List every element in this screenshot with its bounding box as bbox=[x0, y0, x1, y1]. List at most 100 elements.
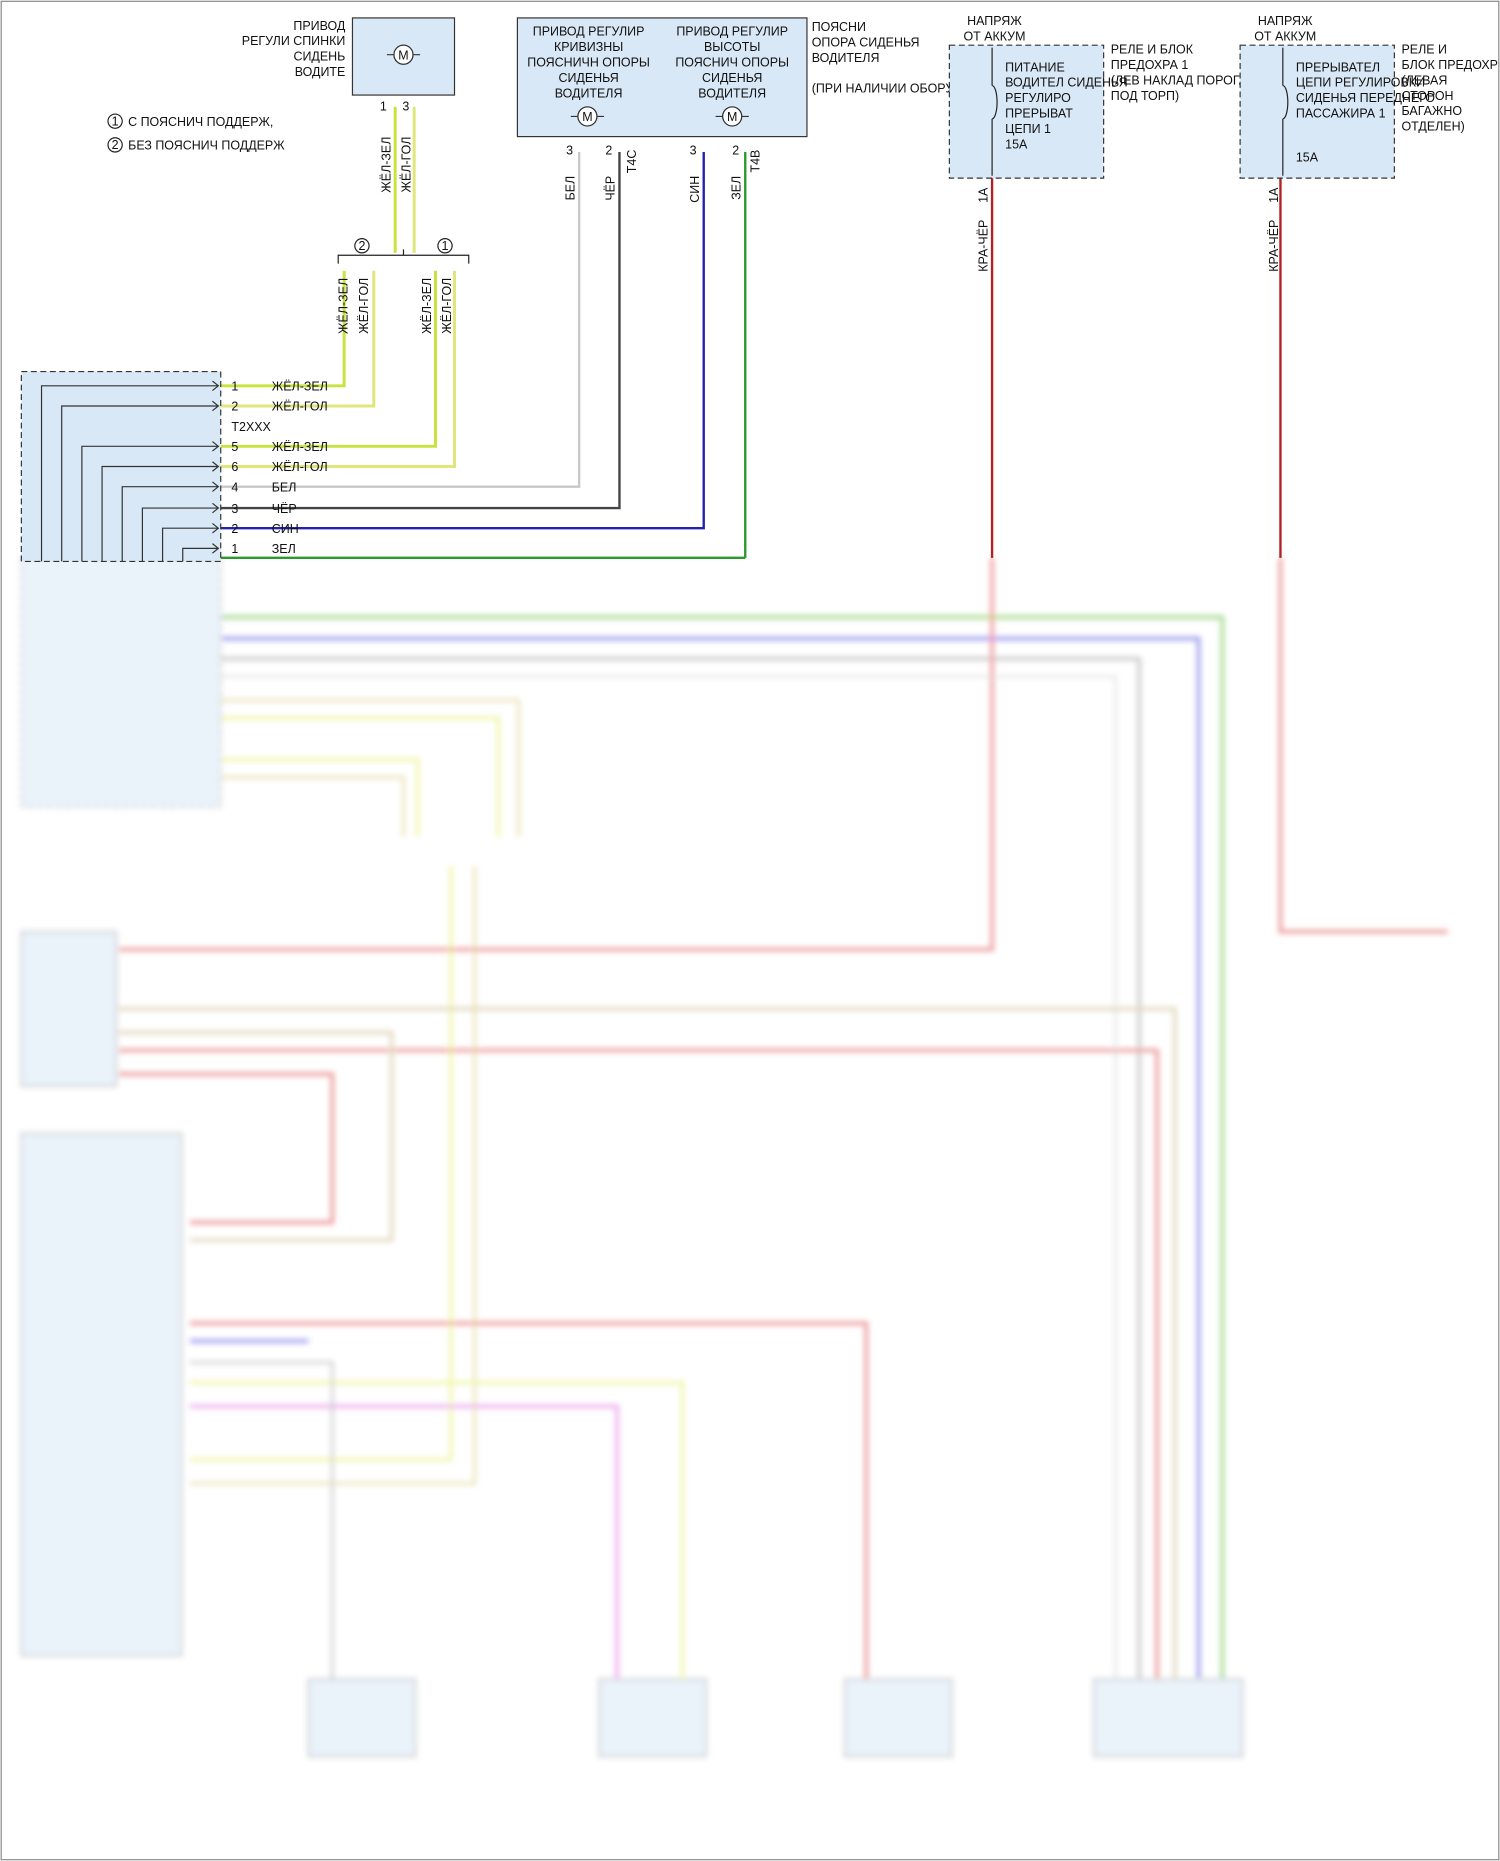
component-note: (ПРИ НАЛИЧИИ ОБОРУД) bbox=[812, 82, 966, 96]
blurred-area bbox=[20, 557, 1448, 1758]
wire-label: ЖЁЛ-ГОЛ bbox=[272, 400, 328, 414]
option-marker bbox=[354, 238, 370, 254]
fuse-label: СИДЕНЬЯ ПЕРЕДНЕГО bbox=[1296, 91, 1435, 105]
wire-label: СИН bbox=[272, 522, 299, 536]
pin-label: 1 bbox=[380, 99, 387, 113]
wire-label: ЖЁЛ-ГОЛ bbox=[400, 137, 414, 193]
motor-icon bbox=[722, 106, 743, 127]
motor-letter: M bbox=[398, 48, 408, 62]
option-marker-num: 2 bbox=[358, 239, 365, 253]
component-note: ПОЯСНИ bbox=[812, 20, 866, 34]
wire-label: СИН bbox=[688, 176, 702, 203]
pin-label: 4 bbox=[231, 480, 238, 494]
source-label: НАПРЯЖ bbox=[1258, 14, 1313, 28]
component-label: РЕГУЛИ СПИНКИ bbox=[242, 34, 346, 48]
wire bbox=[220, 152, 705, 530]
pin-label: 1 bbox=[231, 542, 238, 556]
legend-marker bbox=[107, 137, 123, 153]
wire-label: БЕЛ bbox=[563, 176, 577, 201]
wire-label: ЖЁЛ-ЗЕЛ bbox=[379, 137, 393, 193]
location-label: РЕЛЕ И БЛОК bbox=[1111, 43, 1194, 57]
component-label: ВЫСОТЫ bbox=[704, 40, 760, 54]
fuse-label: ПИТАНИЕ bbox=[1005, 60, 1065, 74]
source-label: ОТ АККУМ bbox=[963, 29, 1025, 43]
motor-letter: M bbox=[727, 110, 737, 124]
wire-label: ЖЁЛ-ГОЛ bbox=[440, 278, 454, 334]
wire bbox=[220, 270, 456, 468]
fuse-box bbox=[1239, 44, 1395, 179]
legend-text: БЕЗ ПОЯСНИЧ ПОДДЕРЖ bbox=[128, 139, 285, 153]
module-line bbox=[161, 522, 220, 562]
wire-label: ЗЕЛ bbox=[272, 542, 296, 556]
wire-label: ЖЁЛ-ГОЛ bbox=[357, 278, 371, 334]
component-label: СИДЕНЬ bbox=[293, 50, 345, 64]
connector-label: T2XXX bbox=[231, 420, 271, 434]
module-line bbox=[141, 502, 220, 562]
location-label: СТОРОН bbox=[1402, 89, 1454, 103]
wire-label: ЖЁЛ-ЗЕЛ bbox=[272, 440, 328, 454]
wire-label: КРА-ЧЁР bbox=[976, 220, 990, 272]
component-label: ПРИВОД РЕГУЛИР bbox=[676, 25, 788, 39]
pin-label: 1А bbox=[1267, 187, 1281, 203]
component-label: ВОДИТЕЛЯ bbox=[698, 86, 766, 100]
component-label: ПОЯСНИЧ ОПОРЫ bbox=[675, 56, 789, 70]
legend-marker bbox=[107, 113, 123, 129]
wire-label: БЕЛ bbox=[272, 480, 297, 494]
component-label: ПОЯСНИЧН ОПОРЫ bbox=[527, 56, 650, 70]
connector-label: T4C bbox=[625, 150, 639, 174]
wire-label: ЧЁР bbox=[272, 502, 297, 516]
pin-label: 3 bbox=[690, 143, 697, 157]
pin-label: 2 bbox=[605, 143, 612, 157]
component-label: ПРИВОД bbox=[293, 19, 346, 33]
fuse-label: ПРЕРЫВАТЕЛ bbox=[1296, 60, 1380, 74]
wire-label: ЖЁЛ-ЗЕЛ bbox=[337, 278, 351, 334]
module-line bbox=[61, 400, 220, 562]
component-label: СИДЕНЬЯ bbox=[558, 71, 618, 85]
location-label: ПРЕДОХРА 1 bbox=[1111, 58, 1189, 72]
component-label: ВОДИТЕ bbox=[295, 65, 346, 79]
wire-label: ЧЁР bbox=[604, 176, 618, 201]
pin-label: 3 bbox=[231, 502, 238, 516]
fuse-symbol bbox=[1282, 47, 1289, 176]
connector-label: T4B bbox=[748, 150, 762, 173]
location-label: (ЛЕВАЯ bbox=[1402, 73, 1448, 87]
pin-label: 6 bbox=[231, 460, 238, 474]
legend-text: С ПОЯСНИЧ ПОДДЕРЖ, bbox=[128, 115, 273, 129]
pin-label: 5 bbox=[231, 440, 238, 454]
splice-bracket bbox=[337, 249, 470, 264]
fuse-box bbox=[948, 44, 1105, 179]
fuse-label: ПАССАЖИРА 1 bbox=[1296, 107, 1386, 121]
legend-marker-num: 2 bbox=[112, 138, 119, 152]
wire-label: ЗЕЛ bbox=[730, 176, 744, 200]
fuse-label: ПРЕРЫВАТ bbox=[1005, 107, 1073, 121]
source-label: НАПРЯЖ bbox=[967, 14, 1022, 28]
location-label: РЕЛЕ И bbox=[1402, 43, 1448, 57]
component-label: КРИВИЗНЫ bbox=[554, 40, 623, 54]
wire bbox=[220, 152, 581, 488]
wire-label: ЖЁЛ-ЗЕЛ bbox=[272, 380, 328, 394]
component-box bbox=[516, 17, 808, 138]
motor-icon bbox=[577, 106, 598, 127]
location-label: БАГАЖНО bbox=[1402, 104, 1463, 118]
wire bbox=[220, 270, 376, 408]
location-label: (ЛЕВ НАКЛАД ПОРОГА bbox=[1111, 73, 1248, 87]
fuse-label: РЕГУЛИРО bbox=[1005, 91, 1071, 105]
fuse-label: ВОДИТЕЛ СИДЕНЬЯ bbox=[1005, 76, 1128, 90]
wire-label: КРА-ЧЁР bbox=[1267, 220, 1281, 272]
wire-label: ЖЁЛ-ГОЛ bbox=[272, 460, 328, 474]
location-label: ОТДЕЛЕН) bbox=[1402, 120, 1465, 134]
motor-letter: M bbox=[582, 110, 592, 124]
module-line bbox=[81, 441, 220, 562]
module-line bbox=[121, 481, 220, 562]
pin-label: 2 bbox=[732, 143, 739, 157]
option-marker bbox=[437, 238, 453, 254]
pin-label: 2 bbox=[231, 522, 238, 536]
component-note: ОПОРА СИДЕНЬЯ bbox=[812, 35, 920, 49]
fuse-label: 15А bbox=[1005, 137, 1028, 151]
wire bbox=[220, 270, 438, 448]
option-marker-num: 1 bbox=[442, 239, 449, 253]
location-label: БЛОК ПРЕДОХР bbox=[1402, 58, 1498, 72]
module-line bbox=[40, 380, 220, 562]
wire-label: ЖЁЛ-ЗЕЛ bbox=[420, 278, 434, 334]
